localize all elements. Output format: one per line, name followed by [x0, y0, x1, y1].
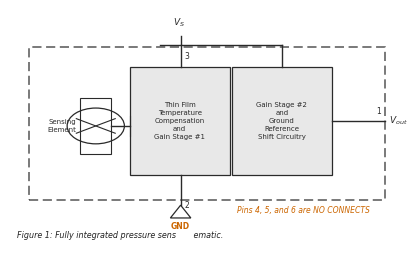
- Text: Sensing
Element: Sensing Element: [47, 119, 76, 133]
- FancyBboxPatch shape: [232, 67, 332, 175]
- Text: $V_{out}$: $V_{out}$: [389, 115, 408, 127]
- Text: Pins 4, 5, and 6 are NO CONNECTS: Pins 4, 5, and 6 are NO CONNECTS: [237, 206, 370, 215]
- Text: GND: GND: [171, 222, 190, 231]
- FancyBboxPatch shape: [130, 67, 230, 175]
- Text: Thin Film
Temperature
Compensation
and
Gain Stage #1: Thin Film Temperature Compensation and G…: [154, 102, 205, 140]
- Text: 1: 1: [376, 107, 381, 116]
- Text: 2: 2: [185, 201, 190, 210]
- Text: $V_S$: $V_S$: [173, 16, 185, 29]
- Text: Figure 1: Fully integrated pressure sens       ematic.: Figure 1: Fully integrated pressure sens…: [17, 231, 223, 240]
- Text: 3: 3: [185, 52, 190, 61]
- Text: Gain Stage #2
and
Ground
Reference
Shift Circuitry: Gain Stage #2 and Ground Reference Shift…: [256, 102, 307, 140]
